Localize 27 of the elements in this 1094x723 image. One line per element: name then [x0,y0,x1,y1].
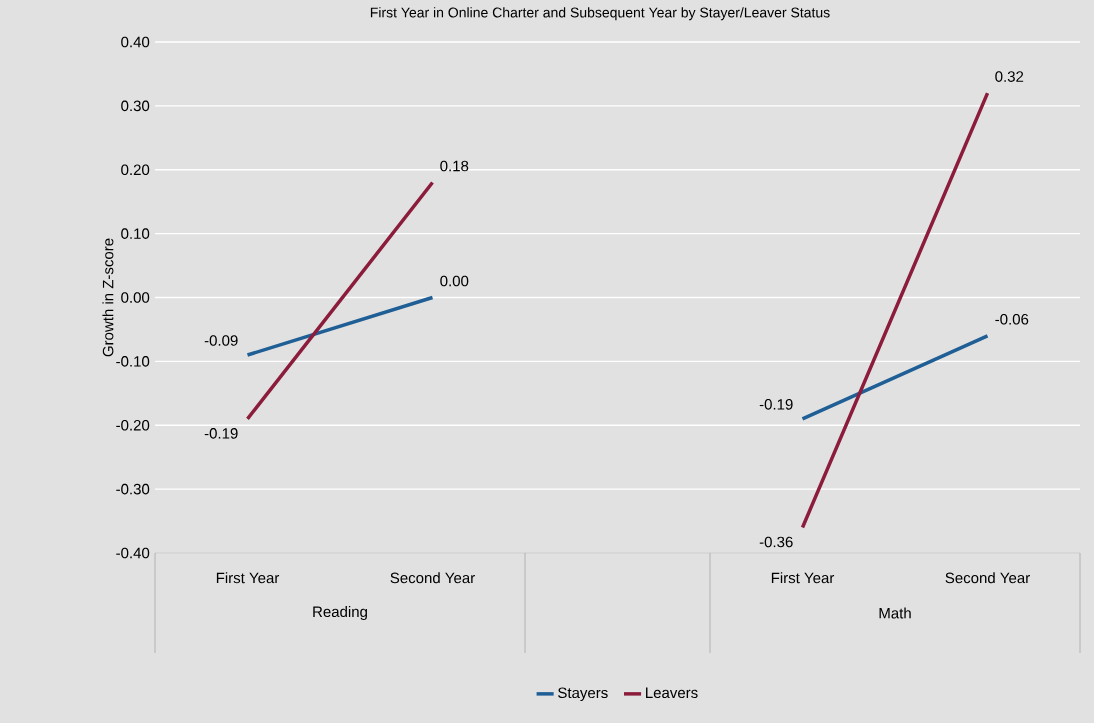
x-tick-label: Second Year [945,572,1030,584]
data-label: -0.19 [759,399,793,410]
y-tick-label: 0.10 [121,228,150,239]
y-tick-label: -0.10 [116,356,150,367]
legend-label: Leavers [646,687,698,699]
data-label: -0.09 [204,335,238,346]
y-tick-label: -0.20 [116,419,150,431]
y-tick-label: 0.20 [121,164,150,176]
y-tick-label: 0.30 [121,100,150,112]
data-label: -0.19 [204,428,238,439]
y-axis-title: Growth in Z-score [102,238,114,357]
x-tick-label: Second Year [390,572,475,584]
y-tick-label: 0.00 [121,292,150,303]
text: Reading [313,606,367,620]
data-label: 0.32 [995,71,1024,82]
legend-label: Stayers [558,687,608,702]
data-label: -0.36 [759,536,793,548]
x-tick-label: First Year [216,572,280,584]
y-tick-label: -0.40 [116,547,150,559]
text: Math [879,607,911,619]
y-tick-label: -0.30 [116,483,150,495]
data-label: 0.18 [440,160,469,172]
y-tick-label: 0.40 [121,36,150,48]
data-label: -0.06 [995,314,1029,325]
chart-title: First Year in Online Charter and Subsequent Year by Stayer/Leaver Status [370,7,830,21]
x-tick-label: First Year [771,572,835,584]
data-label: 0.00 [440,275,469,287]
